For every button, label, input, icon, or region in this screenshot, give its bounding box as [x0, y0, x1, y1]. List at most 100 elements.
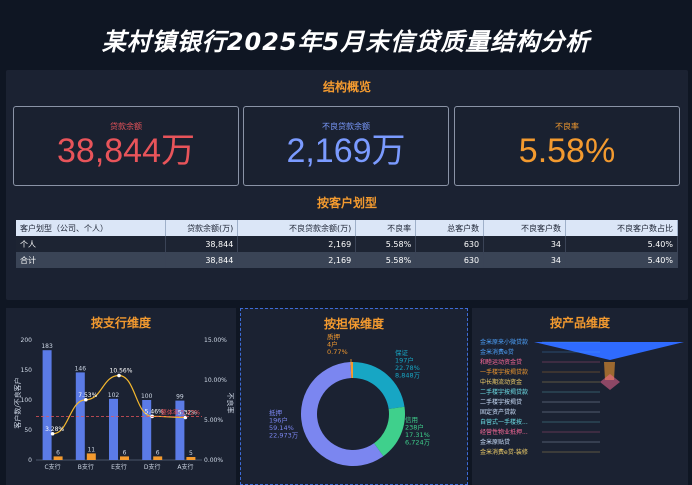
funnel-item-label: 金米原贴贷 [480, 438, 510, 446]
funnel-item-label: 中长期流动资金 [480, 378, 522, 386]
pie-slice-label: 8,848万 [395, 372, 421, 380]
table-cell: 5.58% [355, 236, 417, 252]
column-header: 不良客户数占比 [565, 220, 678, 236]
y2-tick-label: 15.00% [204, 337, 227, 344]
funnel-item-label: 金米原来小微贷款 [480, 338, 528, 346]
funnel-item-label: 金米消费e贷 [480, 348, 514, 356]
bar-customers-label: 102 [108, 392, 120, 399]
product-panel: 按产品维度 金米原来小微贷款 金米消费e贷 和睦运动资金贷 一手楼宇按揭贷款 中长期流动… [472, 308, 688, 485]
branch-panel-title: 按支行维度 [90, 316, 151, 330]
npl-ratio-line [52, 374, 186, 435]
y-tick-label: 200 [21, 337, 33, 344]
npl-ratio-label: 3.28% [45, 426, 64, 433]
pie-slice-label: 17.31% [405, 431, 430, 439]
collateral-panel: 按担保维度 保证 197户 22.78% 8,848万 信用 238户 17.31% 6,72… [240, 308, 468, 485]
pie-slice-label: 59.14% [269, 424, 294, 432]
bar-customers-label: 100 [141, 393, 153, 400]
bar-customers [109, 398, 118, 460]
kpi-npl-ratio: 不良率 5.58% [454, 106, 680, 186]
branch-panel: 按支行维度 客户数/不良客户 不良率 0 50 100 150 200 0.00% 5.00… [6, 308, 236, 485]
kpi-label: 不良贷款余额 [322, 122, 370, 131]
bar-customers-label: 99 [176, 394, 184, 401]
column-header: 不良客户数 [483, 220, 567, 236]
bar-npl-customers-label: 5 [189, 450, 193, 457]
table-cell: 38,844 [165, 236, 239, 252]
table-cell: 630 [415, 236, 485, 252]
pie-slice-label: 196户 [269, 416, 288, 425]
kpi-npl-balance: 不良贷款余额 2,169万 [243, 106, 449, 186]
funnel-item-label: 二手楼宇按揭贷 [480, 398, 522, 406]
column-header: 总客户数 [415, 220, 485, 236]
column-header: 不良贷款余额(万) [237, 220, 357, 236]
average-line-label: 整体率:5.42% [161, 409, 200, 417]
bar-customers [175, 400, 185, 460]
y-axis-label: 客户数/不良客户 [13, 377, 22, 428]
pie-slice-label: 6,724万 [405, 439, 431, 447]
column-header: 贷款余额(万) [165, 220, 239, 236]
bar-npl-customers [86, 453, 96, 460]
x-tick-label: D支行 [144, 463, 161, 471]
kpi-value: 5.58% [518, 132, 616, 170]
table-cell: 38,844 [165, 252, 239, 268]
pie-slice [353, 362, 405, 409]
pie-slice [350, 362, 353, 379]
column-header: 客户划型（公司、个人） [16, 220, 167, 236]
pie-slice-label: 信用 [405, 415, 418, 424]
customer-table: 客户划型（公司、个人） 贷款余额(万) 不良贷款余额(万) 不良率 总客户数 不… [16, 220, 678, 268]
funnel-item-label: 和睦运动资金贷 [480, 358, 522, 366]
npl-ratio-point [117, 373, 121, 378]
funnel-top-shape [534, 342, 684, 360]
pie-slice-label: 保证 [395, 348, 409, 357]
overview-heading: 结构概览 [322, 80, 371, 94]
npl-ratio-label: 10.56% [110, 368, 133, 375]
npl-ratio-point [50, 431, 55, 436]
column-header: 不良率 [355, 220, 417, 236]
bar-customers [42, 350, 52, 460]
pie-slice-label: 质押 [327, 332, 341, 341]
pie-slice-label: 22.78% [395, 364, 420, 372]
y2-tick-label: 0.00% [204, 457, 223, 464]
kpi-label: 不良率 [555, 122, 579, 131]
pie-slice-label: 4户 [327, 340, 338, 349]
funnel-neck-shape [604, 362, 615, 380]
pie-slice-label: 抵押 [269, 408, 283, 417]
kpi-value: 38,844万 [57, 132, 195, 170]
funnel-item-label: 一手楼宇按揭贷款 [480, 368, 528, 376]
table-cell: 个人 [16, 236, 167, 252]
bar-npl-customers [53, 456, 63, 460]
funnel-item-label: 自营式一手楼按... [480, 418, 528, 426]
pie-slice [301, 362, 384, 466]
kpi-label: 贷款余额 [110, 122, 142, 131]
bar-npl-customers [186, 457, 196, 460]
customer-heading: 按客户划型 [316, 196, 377, 210]
funnel-item-label: 金米消费e贷-装修 [480, 448, 528, 456]
branch-chart: 客户数/不良客户 不良率 0 50 100 150 200 0.00% 5.00% 10.00… [13, 337, 235, 471]
table-cell: 5.40% [565, 252, 678, 268]
page-title: 某村镇银行2025年5月末信贷质量结构分析 [101, 28, 591, 56]
bar-customers [142, 400, 152, 460]
funnel-item-label: 固定资产贷款 [480, 408, 516, 416]
table-cell: 34 [483, 252, 567, 268]
bar-npl-customers-label: 11 [87, 446, 95, 453]
npl-ratio-label: 5.46% [145, 408, 164, 415]
table-cell: 630 [415, 252, 485, 268]
x-tick-label: A支行 [177, 463, 193, 471]
bar-npl-customers [153, 456, 163, 460]
x-tick-label: E支行 [111, 463, 127, 471]
table-cell: 34 [483, 236, 567, 252]
y-tick-label: 150 [21, 367, 33, 374]
pie-slice [373, 406, 405, 457]
funnel-diamond-shape [600, 374, 620, 390]
table-cell: 2,169 [237, 236, 357, 252]
product-funnel-chart: 金米原来小微贷款金米消费e贷和睦运动资金贷一手楼宇按揭贷款中长期流动资金二手楼宇… [480, 338, 684, 456]
table-cell: 合计 [16, 252, 167, 268]
pie-slice-label: 0.77% [327, 348, 348, 356]
funnel-item-label: 经营性物业抵押... [480, 428, 528, 436]
pie-slice-label: 22,973万 [269, 432, 299, 440]
kpi-value: 2,169万 [286, 132, 406, 170]
bar-npl-customers-label: 6 [56, 449, 60, 456]
product-panel-title: 按产品维度 [549, 316, 610, 330]
bar-npl-customers [120, 456, 129, 460]
y2-tick-label: 5.00% [204, 417, 223, 424]
